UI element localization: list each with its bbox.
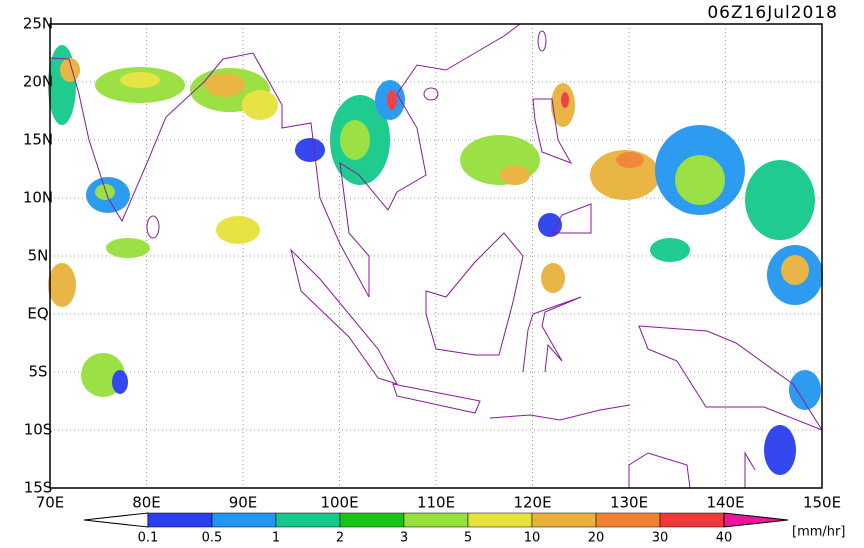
colorbar-unit: [mm/hr]: [792, 525, 845, 540]
lon-label: 90E: [229, 494, 258, 512]
lon-label: 130E: [610, 494, 648, 512]
lon-label: 70E: [36, 494, 65, 512]
lon-label: 140E: [706, 494, 744, 512]
lat-label: 5S: [28, 363, 47, 381]
lon-label: 110E: [417, 494, 455, 512]
colorbar-label: 20: [588, 531, 605, 545]
colorbar-label: 2: [336, 531, 344, 545]
colorbar-label: 40: [716, 531, 733, 545]
colorbar-arrow: [723, 512, 789, 528]
colorbar-segment: [531, 512, 597, 528]
lat-label: 25N: [23, 15, 53, 33]
lat-label: 10N: [23, 189, 53, 207]
lat-label: 15N: [23, 131, 53, 149]
colorbar-segment: [467, 512, 533, 528]
lat-label: 20N: [23, 73, 53, 91]
colorbar-segment: [275, 512, 341, 528]
colorbar-arrow: [83, 512, 149, 528]
colorbar-segment: [403, 512, 469, 528]
map-frame: [49, 23, 823, 489]
colorbar-segment: [339, 512, 405, 528]
colorbar-label: 0.1: [138, 531, 159, 545]
colorbar-label: 10: [524, 531, 541, 545]
colorbar-label: 30: [652, 531, 669, 545]
map-title: 06Z16Jul2018: [707, 3, 838, 23]
lon-label: 150E: [803, 494, 841, 512]
colorbar-label: 3: [400, 531, 408, 545]
colorbar-label: 1: [272, 531, 280, 545]
lon-label: 100E: [320, 494, 358, 512]
lon-label: 120E: [513, 494, 551, 512]
colorbar-segment: [147, 512, 213, 528]
colorbar-segment: [211, 512, 277, 528]
colorbar-label: 0.5: [202, 531, 223, 545]
lat-label: 15S: [24, 479, 53, 497]
rain-areas: [48, 45, 823, 475]
lat-label: 5N: [28, 247, 49, 265]
lat-label: EQ: [27, 305, 48, 323]
colorbar-segment: [595, 512, 661, 528]
colorbar: 0.1 0.5 1 2 3 5 10 20 30 40: [83, 512, 789, 546]
lat-label: 10S: [24, 421, 53, 439]
colorbar-label: 5: [464, 531, 472, 545]
grid: [50, 24, 822, 488]
lon-label: 80E: [132, 494, 161, 512]
coastlines: [49, 23, 824, 489]
colorbar-segment: [659, 512, 725, 528]
